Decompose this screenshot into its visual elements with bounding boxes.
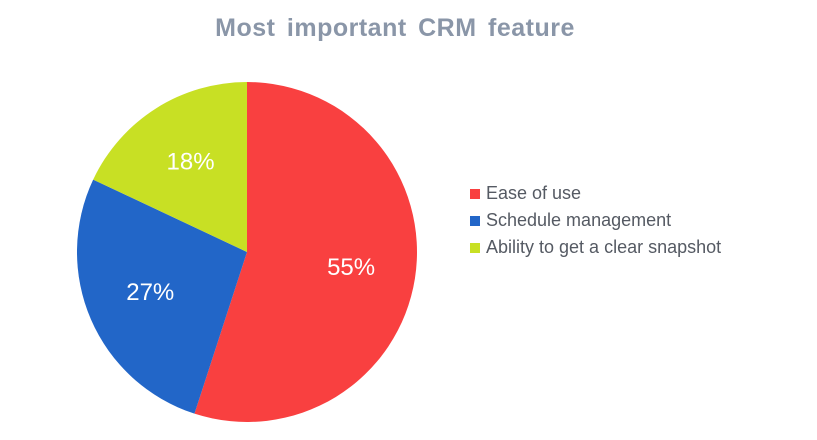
slice-label-schedule-management: 27%	[126, 279, 174, 306]
legend-swatch-schedule-management	[470, 215, 480, 226]
legend-item-ease-of-use: Ease of use	[470, 180, 721, 207]
pie-slice-ability-to-get-a-clear-snapshot	[93, 82, 247, 252]
pie-slices	[76, 82, 418, 423]
pie-labels: 55% 27% 18%	[126, 148, 375, 306]
legend-item-schedule-management: Schedule management	[470, 207, 721, 234]
legend-label-schedule-management: Schedule management	[486, 210, 672, 230]
legend-label-ease-of-use: Ease of use	[486, 183, 582, 203]
legend-label-clear-snapshot: Ability to get a clear snapshot	[486, 237, 722, 257]
chart-title: Most important CRM feature	[215, 14, 575, 42]
slice-label-ability-to-get-a-clear-snapshot: 18%	[167, 148, 215, 175]
legend-swatch-clear-snapshot	[470, 242, 480, 253]
pie-slice-ease-of-use	[194, 82, 418, 423]
legend-swatch-ease-of-use	[470, 188, 480, 199]
legend-item-clear-snapshot: Ability to get a clear snapshot	[470, 234, 721, 261]
pie-slice-schedule-management	[76, 179, 247, 414]
slice-label-ease-of-use: 55%	[327, 254, 375, 281]
legend: Ease of use Schedule management Ability …	[470, 180, 721, 261]
